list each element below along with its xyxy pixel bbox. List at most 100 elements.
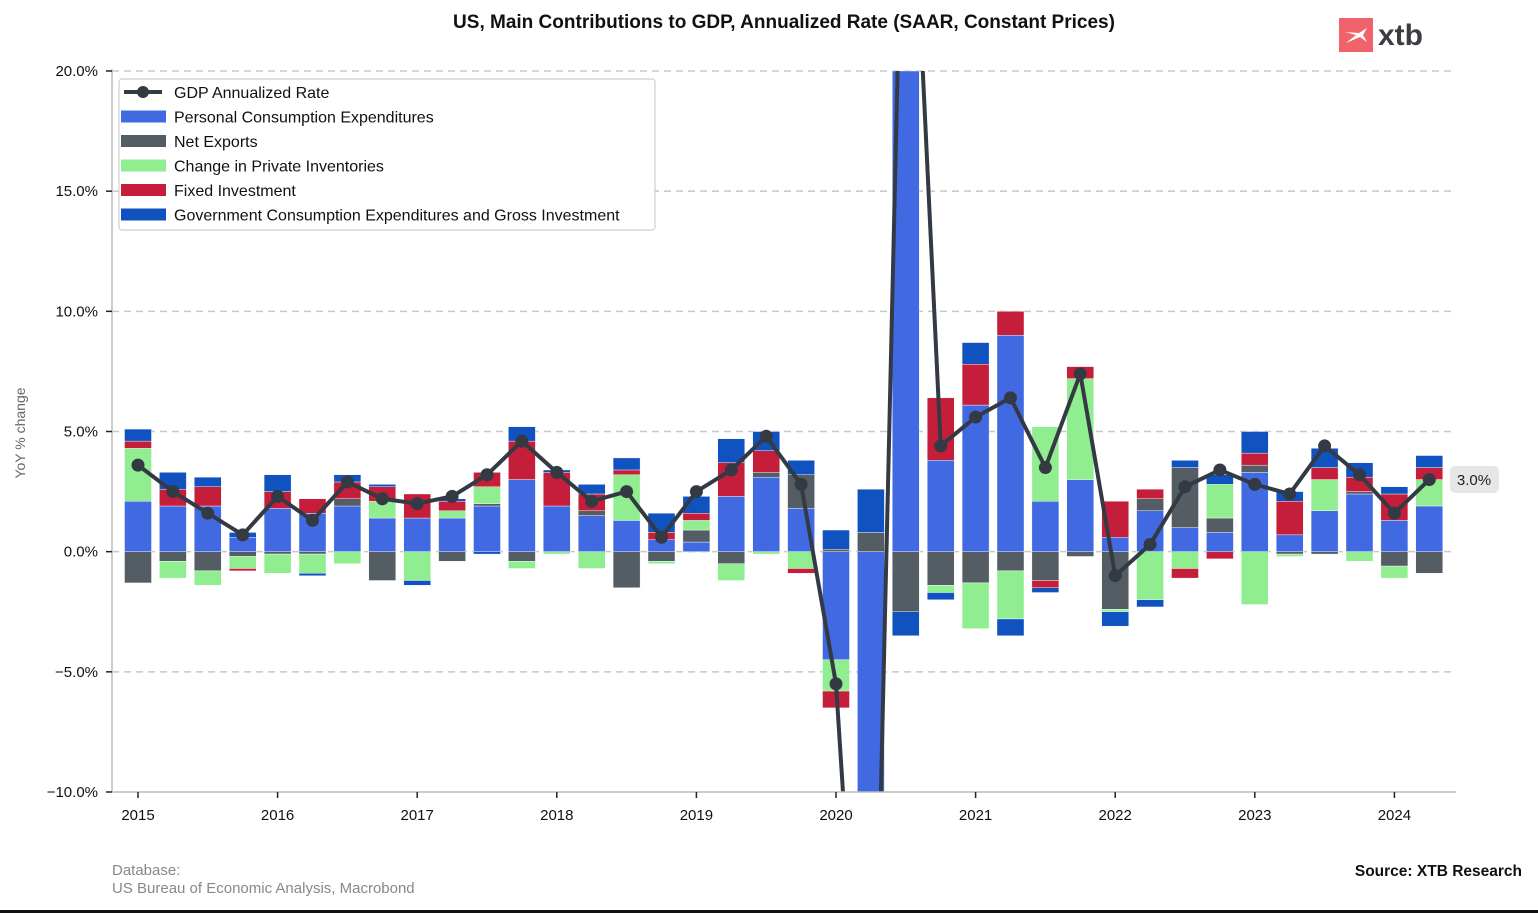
bar-segment-government-consumption-expenditures-and-gross-investment-2021Q1 bbox=[961, 342, 990, 365]
bar-segment-fixed-investment-2021Q1 bbox=[961, 364, 990, 406]
gdp-point-2019Q2 bbox=[724, 463, 738, 477]
bar-segment-personal-consumption-expenditures-2021Q2 bbox=[996, 335, 1025, 552]
bar-segment-net-exports-2020Q2 bbox=[857, 532, 885, 552]
bar-segment-net-exports-2016Q2 bbox=[298, 551, 327, 555]
bar-segment-net-exports-2016Q3 bbox=[333, 498, 362, 507]
gdp-point-2017Q3 bbox=[480, 468, 494, 482]
bar-segment-personal-consumption-expenditures-2019Q1 bbox=[682, 541, 711, 552]
xtb-logo-x-glyph bbox=[1345, 28, 1367, 43]
bar-segment-personal-consumption-expenditures-2017Q4 bbox=[508, 479, 536, 552]
bar-segment-change-in-private-inventories-2017Q1 bbox=[403, 551, 431, 581]
x-tick-label: 2015 bbox=[121, 807, 154, 824]
gdp-point-2021Q1 bbox=[969, 410, 983, 424]
bar-segment-net-exports-2016Q1 bbox=[263, 551, 292, 555]
bar-segment-personal-consumption-expenditures-2024Q2 bbox=[1415, 505, 1444, 552]
legend-frame bbox=[118, 78, 656, 231]
gdp-point-2017Q2 bbox=[445, 489, 459, 503]
bar-segment-change-in-private-inventories-2022Q1 bbox=[1101, 609, 1129, 612]
gdp-point-2016Q2 bbox=[306, 513, 319, 527]
x-tick-label: 2016 bbox=[261, 807, 294, 824]
bar-segment-personal-consumption-expenditures-2015Q2 bbox=[159, 505, 187, 552]
bar-segment-change-in-private-inventories-2018Q4 bbox=[647, 561, 676, 564]
bar-segment-personal-consumption-expenditures-2023Q2 bbox=[1275, 534, 1304, 552]
gdp-point-2019Q1 bbox=[689, 485, 703, 499]
y-tick-label: 0.0% bbox=[64, 544, 98, 561]
bar-segment-net-exports-2017Q3 bbox=[473, 503, 501, 507]
gdp-point-2018Q4 bbox=[655, 530, 668, 544]
bar-segment-government-consumption-expenditures-and-gross-investment-2021Q3 bbox=[1031, 587, 1060, 593]
gdp-point-2023Q4 bbox=[1353, 468, 1366, 482]
bar-segment-personal-consumption-expenditures-2023Q3 bbox=[1310, 510, 1339, 552]
bar-segment-net-exports-2015Q1 bbox=[124, 551, 152, 584]
legend-label: Fixed Investment bbox=[174, 183, 296, 200]
bar-segment-fixed-investment-2022Q2 bbox=[1136, 488, 1164, 499]
bar-segment-personal-consumption-expenditures-2024Q1 bbox=[1380, 520, 1409, 552]
bar-segment-change-in-private-inventories-2015Q3 bbox=[194, 570, 222, 586]
bar-segment-net-exports-2017Q4 bbox=[508, 551, 536, 562]
bar-segment-change-in-private-inventories-2022Q2 bbox=[1136, 551, 1164, 600]
y-tick-label: −5.0% bbox=[55, 664, 98, 681]
bar-segment-personal-consumption-expenditures-2018Q3 bbox=[612, 520, 641, 552]
annotation-text: 3.0% bbox=[1457, 472, 1491, 489]
bar-segment-change-in-private-inventories-2023Q4 bbox=[1345, 551, 1374, 562]
bar-segment-fixed-investment-2015Q1 bbox=[124, 440, 152, 449]
bar-segment-net-exports-2021Q4 bbox=[1066, 551, 1095, 557]
bar-segment-net-exports-2024Q2 bbox=[1415, 551, 1444, 574]
bar-segment-change-in-private-inventories-2024Q1 bbox=[1380, 565, 1409, 579]
legend-label: Net Exports bbox=[174, 134, 258, 151]
gdp-point-2021Q2 bbox=[1004, 391, 1017, 405]
y-axis-label: YoY % change bbox=[12, 387, 28, 478]
gdp-point-2018Q1 bbox=[550, 465, 564, 479]
gdp-point-2015Q3 bbox=[201, 506, 215, 520]
bar-segment-fixed-investment-2022Q3 bbox=[1171, 568, 1199, 579]
bar-segment-net-exports-2015Q3 bbox=[194, 551, 222, 572]
bar-segment-personal-consumption-expenditures-2018Q2 bbox=[578, 515, 606, 552]
source-label: Source: XTB Research bbox=[1355, 863, 1522, 880]
gdp-point-2023Q1 bbox=[1248, 477, 1262, 491]
bar-segment-personal-consumption-expenditures-2018Q1 bbox=[543, 505, 571, 552]
tick-labels: −10.0% −5.0% 0.0% 5.0% 10.0% 15.0% 20.0% 2015 20… bbox=[47, 63, 1411, 824]
gdp-point-2020Q1 bbox=[829, 677, 843, 691]
x-tick-label: 2018 bbox=[540, 807, 573, 824]
x-tick-label: 2017 bbox=[401, 807, 434, 824]
bar-segment-change-in-private-inventories-2021Q1 bbox=[961, 582, 990, 629]
legend-label: Change in Private Inventories bbox=[174, 159, 384, 176]
bar-segment-change-in-private-inventories-2019Q1 bbox=[682, 520, 711, 531]
y-tick-label: 15.0% bbox=[55, 183, 98, 200]
bar-segment-net-exports-2021Q3 bbox=[1031, 551, 1060, 581]
bar-segment-fixed-investment-2015Q3 bbox=[194, 486, 222, 507]
bar-segment-personal-consumption-expenditures-2017Q1 bbox=[403, 517, 431, 552]
gdp-point-2016Q1 bbox=[271, 489, 285, 503]
bar-segment-change-in-private-inventories-2017Q3 bbox=[473, 486, 501, 504]
bar-segment-change-in-private-inventories-2018Q2 bbox=[578, 551, 606, 569]
bar-segment-fixed-investment-2021Q2 bbox=[996, 311, 1025, 336]
bar-segment-personal-consumption-expenditures-2017Q3 bbox=[473, 505, 501, 552]
bar-segment-government-consumption-expenditures-and-gross-investment-2020Q3 bbox=[892, 611, 920, 636]
bar-segment-change-in-private-inventories-2016Q1 bbox=[263, 553, 292, 574]
bar-segment-fixed-investment-2019Q4 bbox=[787, 568, 815, 574]
bar-segment-change-in-private-inventories-2022Q3 bbox=[1171, 551, 1199, 569]
bar-segment-net-exports-2020Q1 bbox=[822, 549, 850, 552]
bar-segment-fixed-investment-2022Q4 bbox=[1206, 551, 1234, 560]
bar-segment-government-consumption-expenditures-and-gross-investment-2024Q1 bbox=[1380, 486, 1409, 495]
database-label: Database: bbox=[112, 862, 180, 879]
gdp-point-2019Q3 bbox=[759, 429, 773, 443]
bar-segment-net-exports-2020Q4 bbox=[927, 551, 955, 586]
bar-segment-change-in-private-inventories-2021Q2 bbox=[996, 570, 1025, 620]
legend-swatch-marker bbox=[137, 86, 149, 98]
bar-segment-personal-consumption-expenditures-2017Q2 bbox=[438, 517, 466, 552]
bar-segment-government-consumption-expenditures-and-gross-investment-2020Q4 bbox=[927, 592, 955, 600]
bar-segment-net-exports-2016Q4 bbox=[368, 551, 396, 581]
gdp-point-2022Q4 bbox=[1213, 463, 1227, 477]
bar-segment-change-in-private-inventories-2023Q3 bbox=[1310, 479, 1339, 512]
gdp-point-2023Q2 bbox=[1283, 487, 1297, 501]
bar-segment-personal-consumption-expenditures-2016Q3 bbox=[333, 505, 362, 552]
xtb-logo: xtb bbox=[1339, 18, 1423, 52]
gdp-point-2020Q4 bbox=[934, 439, 948, 453]
bar-segment-government-consumption-expenditures-and-gross-investment-2016Q1 bbox=[263, 474, 292, 492]
annotation-box bbox=[1450, 466, 1499, 493]
bar-segment-personal-consumption-expenditures-2015Q1 bbox=[124, 500, 152, 552]
bar-segment-change-in-private-inventories-2015Q2 bbox=[159, 561, 187, 579]
x-tick-label: 2024 bbox=[1378, 807, 1411, 824]
x-tick-label: 2021 bbox=[959, 807, 992, 824]
